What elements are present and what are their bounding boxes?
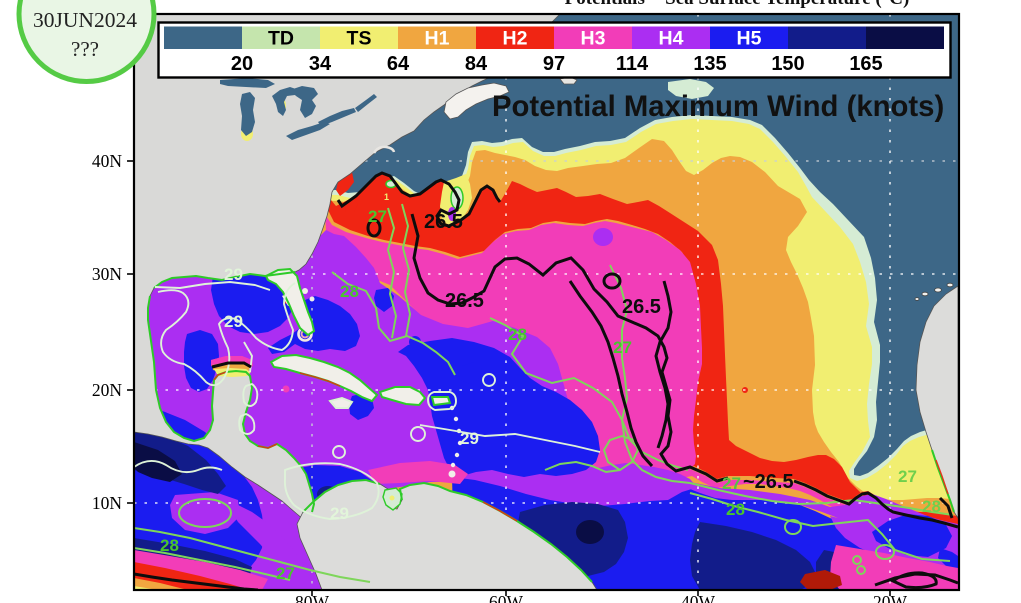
svg-text:114: 114: [616, 53, 649, 75]
svg-text:135: 135: [693, 53, 726, 75]
svg-text:27: 27: [276, 564, 295, 583]
svg-text:26.5: 26.5: [424, 211, 463, 233]
svg-text:40N: 40N: [92, 151, 123, 171]
svg-text:150: 150: [771, 53, 804, 75]
svg-text:27: 27: [613, 338, 632, 357]
svg-text:60W: 60W: [489, 592, 524, 603]
svg-text:64: 64: [387, 53, 410, 75]
svg-text:26.5: 26.5: [445, 290, 484, 312]
svg-text:28: 28: [726, 500, 745, 519]
svg-text:27: 27: [898, 467, 917, 486]
svg-text:29: 29: [224, 312, 243, 331]
svg-text:28: 28: [922, 497, 941, 516]
svg-text:H1: H1: [425, 28, 450, 50]
svg-text:34: 34: [309, 53, 332, 75]
svg-text:28: 28: [340, 282, 359, 301]
svg-text:165: 165: [849, 53, 882, 75]
svg-text:H3: H3: [581, 28, 606, 50]
svg-text:H2: H2: [503, 28, 528, 50]
svg-text:H4: H4: [659, 28, 684, 50]
svg-text:29: 29: [224, 265, 243, 284]
svg-text:~26.5: ~26.5: [743, 471, 794, 493]
svg-text:10N: 10N: [92, 493, 123, 513]
svg-text:30N: 30N: [92, 264, 123, 284]
svg-text:20N: 20N: [92, 380, 123, 400]
svg-text:29: 29: [330, 504, 349, 523]
svg-text:H5: H5: [737, 28, 762, 50]
svg-text:Potential Maximum Wind (knots): Potential Maximum Wind (knots): [492, 90, 944, 123]
svg-text:1: 1: [384, 192, 389, 202]
svg-text:84: 84: [465, 53, 488, 75]
svg-text:27: 27: [722, 474, 741, 493]
svg-text:28: 28: [160, 536, 179, 555]
svg-text:???: ???: [71, 37, 99, 61]
svg-text:40W: 40W: [681, 592, 716, 603]
svg-text:97: 97: [543, 53, 565, 75]
svg-text:26.5: 26.5: [622, 296, 661, 318]
svg-text:20: 20: [231, 53, 253, 75]
svg-text:TD: TD: [268, 28, 294, 50]
svg-text:80W: 80W: [295, 592, 330, 603]
svg-text:Potentials = Sea Surface Tempe: Potentials = Sea Surface Temperature (°C…: [565, 0, 910, 9]
svg-text:29: 29: [460, 429, 479, 448]
svg-text:28: 28: [508, 325, 527, 344]
svg-text:30JUN2024: 30JUN2024: [33, 8, 137, 32]
svg-text:TS: TS: [347, 28, 372, 50]
svg-text:20W: 20W: [873, 592, 908, 603]
svg-text:27: 27: [368, 207, 387, 226]
